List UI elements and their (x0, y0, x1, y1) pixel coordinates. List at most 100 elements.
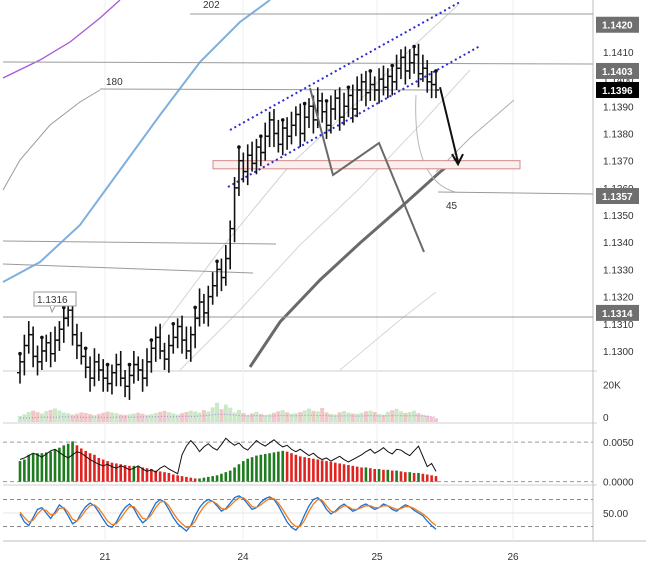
panel-borders (3, 0, 646, 542)
fractal-dot (346, 85, 351, 90)
volume-bar (271, 412, 276, 422)
volume-bar (149, 414, 154, 422)
histogram-bar (417, 472, 420, 482)
volume-tick-label: 0 (603, 413, 609, 424)
histogram-bar (154, 470, 158, 482)
histogram-bar (123, 465, 127, 482)
volume-bar (96, 413, 101, 422)
support-zone (212, 160, 521, 170)
histogram-bar (88, 453, 92, 482)
moving-averages (2, 0, 515, 371)
volume-bar (184, 412, 189, 422)
volume-bar (337, 412, 342, 422)
histogram-bar (49, 451, 52, 482)
volume-bar (48, 409, 53, 422)
histogram-bar (250, 457, 254, 482)
volume-average (20, 413, 437, 419)
volume-bar (158, 411, 163, 422)
price-marker-label: 1.1420 (602, 21, 633, 32)
volume-bar (280, 410, 285, 422)
histogram-bar (66, 443, 70, 482)
volume-bar (166, 412, 171, 422)
y-tick-label: 1.1320 (603, 293, 634, 304)
volume-bar (140, 413, 145, 422)
volume-bar (267, 414, 272, 422)
histogram-bar (281, 450, 285, 482)
histogram-bar (80, 448, 83, 482)
histogram-bar (351, 465, 355, 482)
fractal-dot (171, 321, 176, 326)
histogram-bar (58, 447, 61, 482)
fractal-dot (61, 305, 66, 310)
price-marker-box (596, 188, 639, 205)
volume-bar (363, 411, 368, 422)
volume-bar (109, 412, 114, 422)
y-tick-label: 1.1380 (603, 129, 634, 140)
x-tick-label: 26 (507, 552, 519, 563)
projection-path (309, 87, 425, 253)
fractal-dot (215, 259, 219, 264)
histogram-bar (136, 466, 140, 482)
histogram-bar (176, 475, 179, 482)
histogram-bar (211, 476, 214, 482)
gridlines (104, 0, 514, 541)
x-tick-label: 21 (99, 552, 111, 563)
volume-bar (350, 413, 355, 422)
histogram-bar (242, 461, 245, 482)
histogram-bar (97, 457, 101, 482)
histogram-bar (412, 472, 416, 482)
volume-bar (372, 412, 377, 422)
volume-bar (355, 413, 360, 422)
histogram-signal-line (19, 437, 437, 475)
fractal-dot (105, 362, 110, 367)
volume-bar (407, 412, 412, 422)
histogram-bar (141, 467, 144, 482)
ma-line-blue (2, 0, 271, 283)
level-label-45: 45 (446, 201, 458, 212)
histogram-bar (167, 472, 171, 482)
volume-bar (381, 414, 386, 422)
volume-tick-label: 20K (603, 380, 621, 391)
volume-bar (215, 402, 220, 422)
price-marker-label: 1.1396 (602, 86, 633, 97)
fractal-dot (280, 118, 285, 122)
y-tick-label: 1.1340 (603, 238, 634, 249)
y-tick-label: 1.1350 (603, 211, 634, 222)
volume-bar (285, 412, 290, 422)
volume-bar (26, 412, 31, 422)
volume-bar (333, 414, 338, 422)
volume-bar (123, 415, 128, 422)
histogram-bar (237, 464, 241, 482)
level-label-180: 180 (106, 77, 123, 88)
histogram-bar (233, 467, 236, 482)
histogram-bar (31, 454, 35, 482)
volume-bar (18, 415, 22, 422)
histogram-bar (185, 476, 188, 482)
y-tick-label: 1.1370 (603, 157, 634, 168)
support-zone-rect (212, 160, 521, 170)
y-tick-label: 1.1410 (603, 48, 634, 59)
histogram-bar (329, 461, 333, 482)
fractal-dot (83, 346, 88, 351)
forecast-arrowhead (451, 153, 464, 167)
histogram-bar (294, 454, 298, 482)
volume-bar (320, 408, 325, 422)
histogram-bar (404, 472, 407, 482)
volume-bar (311, 410, 316, 422)
volume-bar (241, 412, 246, 422)
y-tick-label: 1.1400 (603, 75, 634, 86)
fractal-dot (302, 101, 307, 106)
volume-bar (92, 415, 97, 422)
fractal-dot (324, 99, 329, 103)
price-marker-label: 1.1403 (602, 67, 633, 78)
volume-bar (302, 410, 307, 422)
histogram-bar (110, 462, 114, 482)
level-line-45 (437, 191, 594, 195)
volume-bar (105, 411, 110, 422)
oscillator-tick-label: 50.00 (603, 509, 628, 520)
fractal-dot (18, 351, 22, 356)
volume-bar (22, 414, 27, 422)
envelope-lower (339, 291, 437, 371)
volume-bar (315, 411, 320, 422)
ma-line-purple (2, 0, 121, 79)
